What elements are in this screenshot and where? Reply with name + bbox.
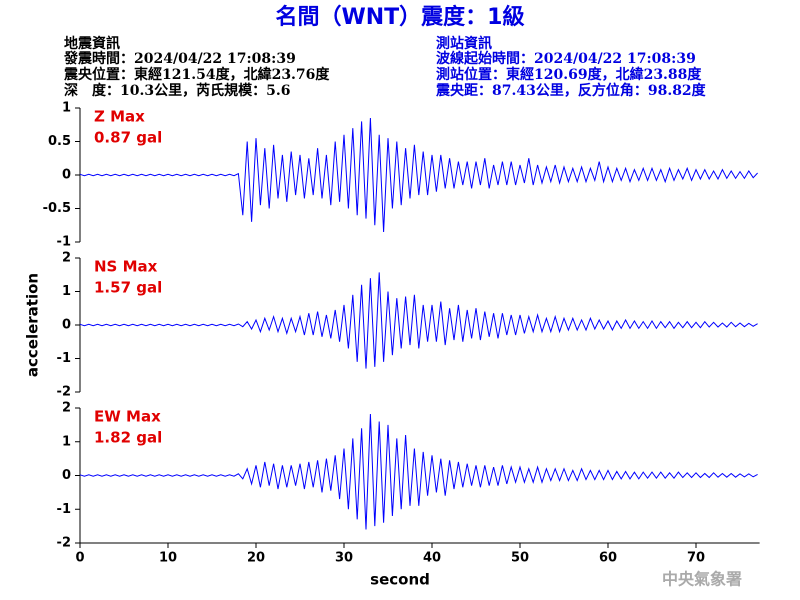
- y-tick-label: 1: [62, 101, 71, 116]
- y-tick-label: 0: [62, 168, 71, 183]
- y-tick-label: -1: [57, 502, 71, 517]
- x-tick-label: 70: [687, 551, 705, 566]
- x-tick-label: 60: [599, 551, 617, 566]
- station-info: 測站資訊 波線起始時間：2024/04/22 17:08:39 測站位置：東經1…: [435, 35, 707, 99]
- info-line: 地震資訊: [64, 35, 120, 52]
- y-tick-label: 1: [62, 284, 71, 299]
- annotation: Z Max: [94, 108, 145, 126]
- y-tick-label: 0.5: [48, 134, 71, 149]
- event-info: 地震資訊 發震時間：2024/04/22 17:08:39 震央位置：東經121…: [63, 35, 330, 99]
- chart-title: 名間（WNT）震度：1級: [276, 4, 525, 30]
- info-line: 發震時間：2024/04/22 17:08:39: [63, 50, 296, 67]
- annotation: 1.57 gal: [94, 279, 162, 297]
- annotation: NS Max: [94, 258, 158, 276]
- waveform: [79, 272, 758, 369]
- y-tick-label: -2: [57, 385, 71, 400]
- info-line: 波線起始時間：2024/04/22 17:08:39: [436, 50, 696, 67]
- info-line: 測站位置：東經120.69度，北緯23.88度: [436, 66, 702, 83]
- y-tick-label: 1: [62, 434, 71, 449]
- info-line: 震央位置：東經121.54度，北緯23.76度: [63, 66, 330, 83]
- y-axis-label: acceleration: [24, 273, 42, 377]
- y-tick-label: 2: [62, 251, 71, 266]
- y-tick-label: 0: [62, 318, 71, 333]
- x-tick-label: 30: [335, 551, 353, 566]
- x-tick-label: 0: [75, 551, 84, 566]
- info-line: 測站資訊: [436, 35, 492, 52]
- y-tick-label: -2: [57, 536, 71, 551]
- x-axis-label: second: [370, 571, 430, 589]
- waveform: [79, 414, 758, 530]
- y-tick-label: 2: [62, 401, 71, 416]
- x-tick-label: 50: [511, 551, 529, 566]
- x-tick-label: 40: [423, 551, 441, 566]
- y-tick-label: -1: [57, 235, 71, 250]
- y-tick-label: 0: [62, 468, 71, 483]
- x-tick-label: 10: [159, 551, 177, 566]
- annotation: 0.87 gal: [94, 129, 162, 147]
- waveform: [79, 118, 758, 232]
- info-line: 震央距：87.43公里，反方位角：98.82度: [435, 82, 707, 99]
- x-tick-label: 20: [247, 551, 265, 566]
- y-tick-label: -0.5: [43, 201, 71, 216]
- annotation: EW Max: [94, 408, 161, 426]
- annotation: 1.82 gal: [94, 429, 162, 447]
- y-tick-label: -1: [57, 351, 71, 366]
- watermark: 中央氣象署: [662, 570, 742, 589]
- info-line: 深 度：10.3公里，芮氏規模：5.6: [64, 82, 290, 99]
